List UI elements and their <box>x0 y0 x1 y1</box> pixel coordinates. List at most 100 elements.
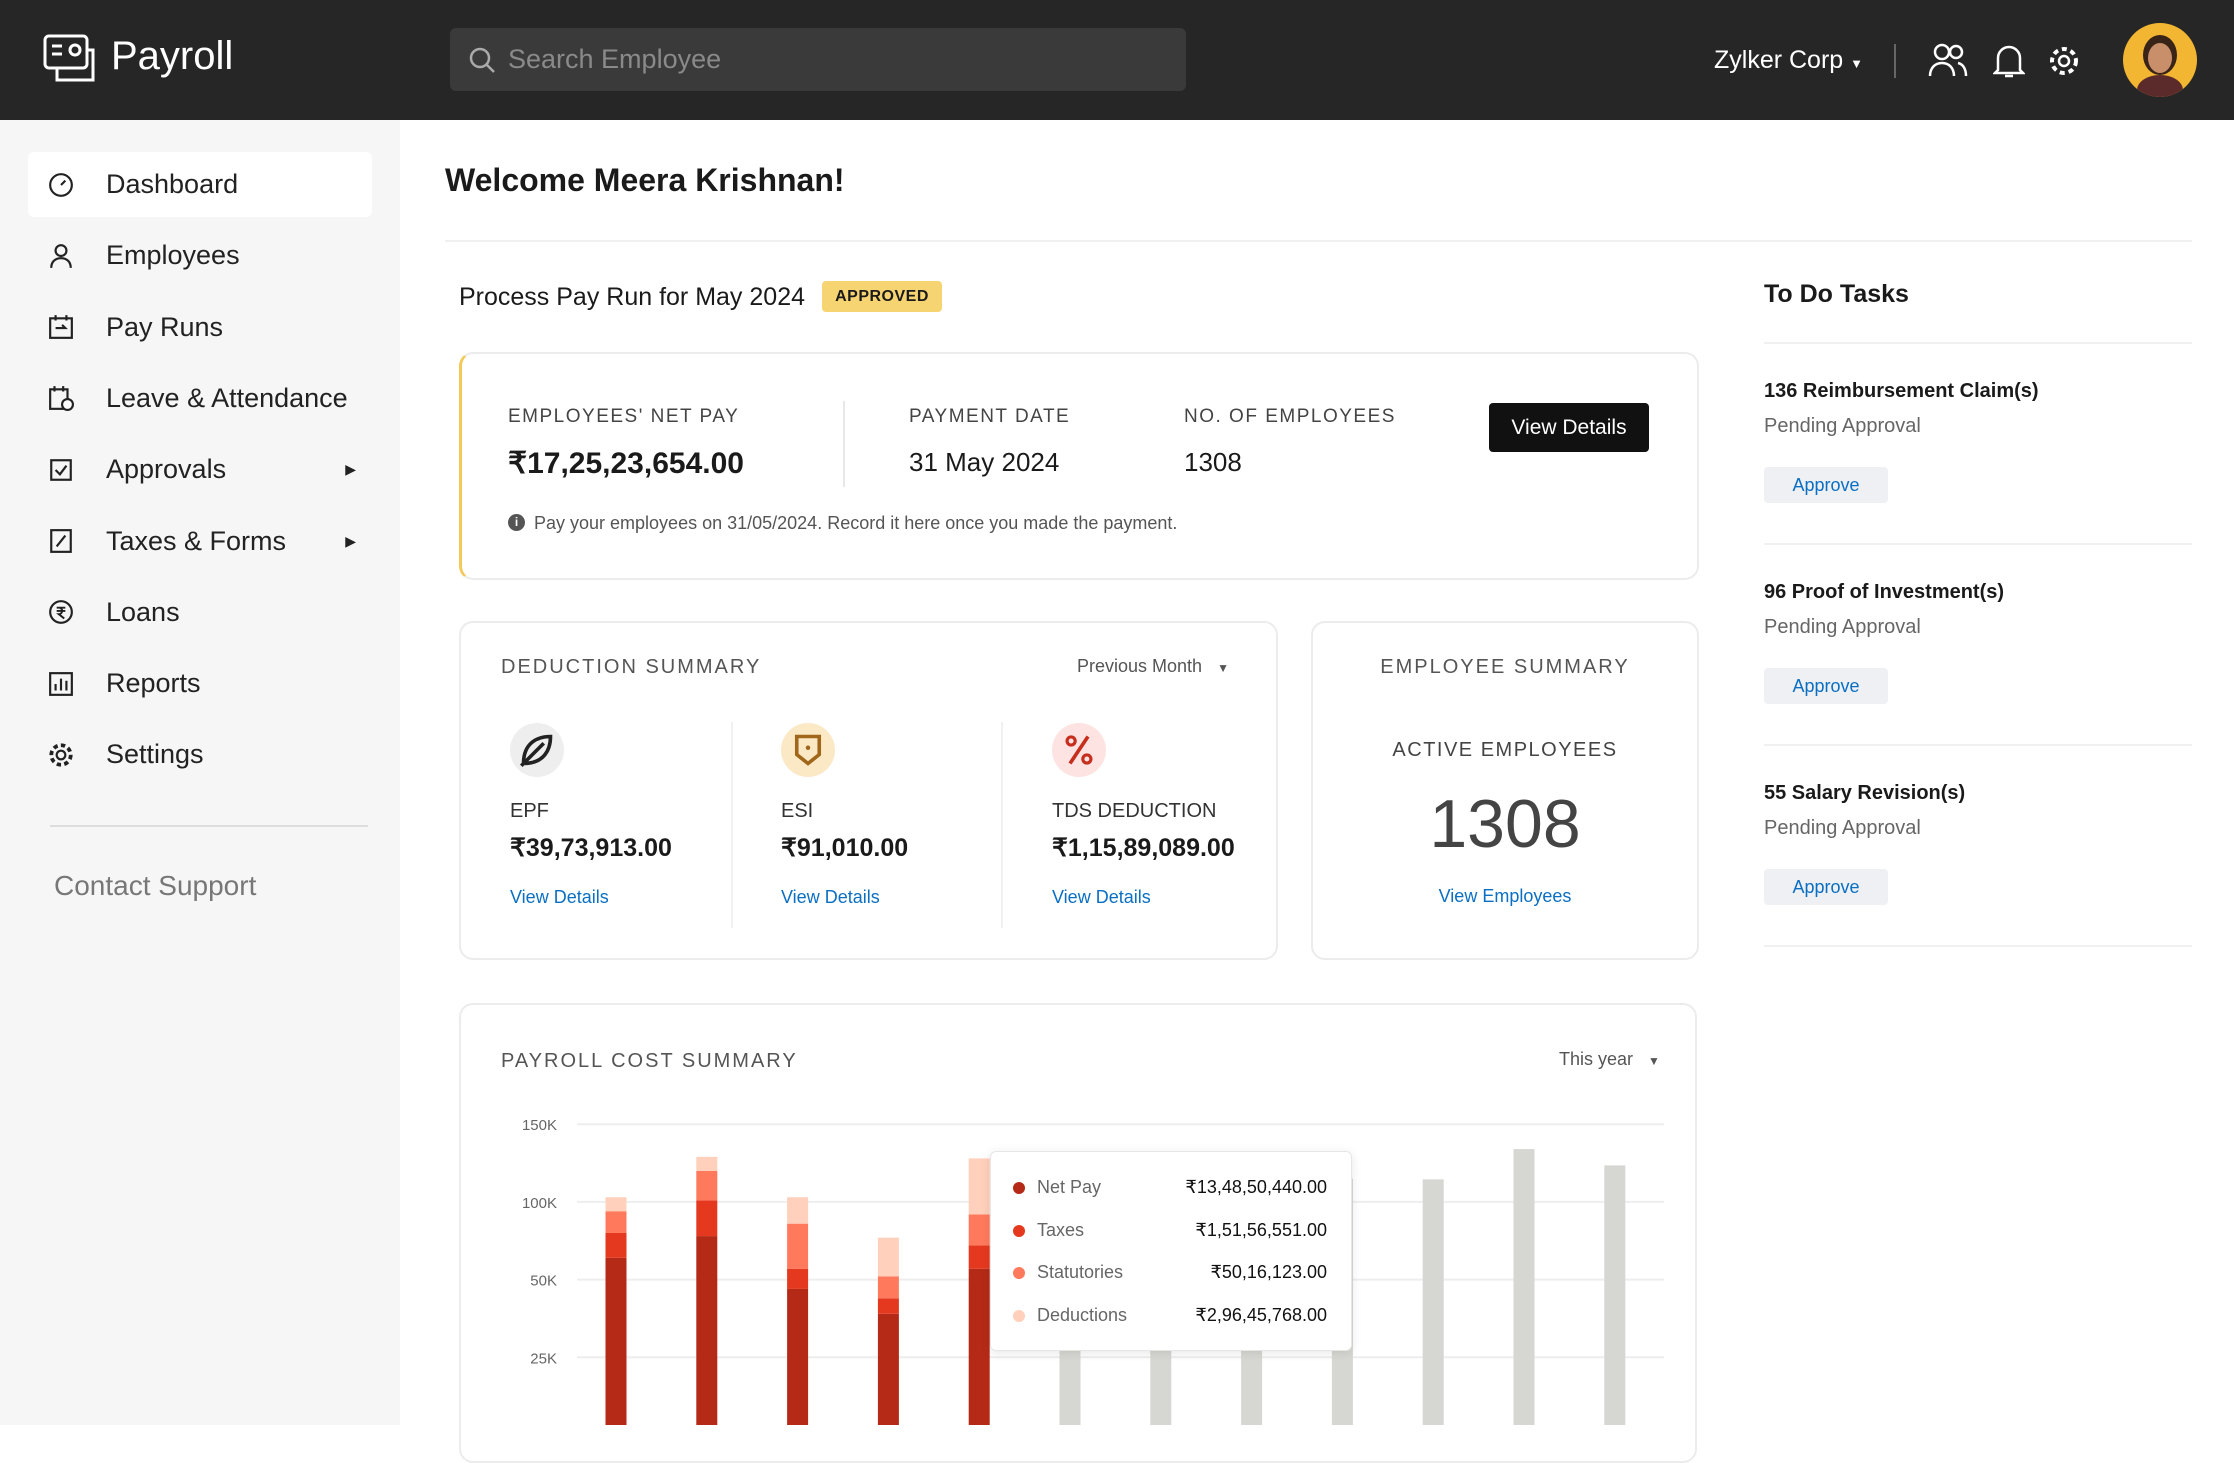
rupee-circle-icon <box>49 600 73 625</box>
bar-future[interactable] <box>1422 1179 1444 1425</box>
contact-support-link[interactable]: Contact Support <box>54 870 257 901</box>
search-input[interactable] <box>508 28 1168 91</box>
tax-form-icon <box>50 529 72 553</box>
tooltip-series-value: ₹50,16,123.00 <box>1210 1262 1327 1282</box>
sidebar-item-reports[interactable]: Reports <box>28 651 372 716</box>
bar-segment-statutories[interactable] <box>605 1211 627 1233</box>
todo-item-title: 55 Salary Revision(s) <box>1764 782 1966 804</box>
calendar-clock-icon <box>49 386 74 412</box>
sidebar-item-loans[interactable]: Loans <box>28 580 372 645</box>
bar-segment-net-pay[interactable] <box>877 1313 899 1425</box>
bar-segment-net-pay[interactable] <box>968 1268 990 1425</box>
y-tick-label: 150K <box>522 1117 557 1134</box>
approve-button[interactable]: Approve <box>1764 668 1888 704</box>
bar-segment-statutories[interactable] <box>696 1170 718 1201</box>
org-switcher[interactable]: Zylker Corp ▼ <box>1714 46 1863 75</box>
bar-segment-net-pay[interactable] <box>696 1236 718 1425</box>
info-icon: i <box>508 514 525 531</box>
payrun-card: EMPLOYEES' NET PAY ₹17,25,23,654.00 PAYM… <box>459 352 1699 580</box>
sidebar-item-approvals[interactable]: Approvals ▶ <box>28 437 372 502</box>
caret-right-icon: ▶ <box>345 532 356 549</box>
bar-segment-statutories[interactable] <box>968 1214 990 1246</box>
page-title: Welcome Meera Krishnan! <box>445 162 845 198</box>
org-name: Zylker Corp <box>1714 46 1844 74</box>
bar-segment-deductions[interactable] <box>787 1197 809 1224</box>
bar-segment-deductions[interactable] <box>968 1158 990 1215</box>
bar-segment-statutories[interactable] <box>877 1276 899 1299</box>
sidebar-item-leave-attendance[interactable]: Leave & Attendance <box>28 366 372 431</box>
bar-segment-taxes[interactable] <box>696 1200 718 1237</box>
tooltip-row: Deductions ₹2,96,45,768.00 <box>991 1303 1351 1329</box>
divider <box>1894 44 1896 78</box>
bar-segment-deductions[interactable] <box>696 1156 718 1171</box>
divider <box>843 401 845 487</box>
avatar[interactable] <box>2123 23 2197 97</box>
period-dropdown[interactable]: Previous Month ▼ <box>1077 656 1229 677</box>
tooltip-series-name: Statutories <box>1037 1262 1124 1282</box>
view-details-button[interactable]: View Details <box>1489 403 1649 452</box>
range-dropdown[interactable]: This year ▼ <box>1559 1049 1660 1070</box>
search-box[interactable] <box>450 28 1186 91</box>
bar-segment-taxes[interactable] <box>605 1232 627 1258</box>
legend-dot-icon <box>1013 1309 1025 1322</box>
sidebar-item-taxes-forms[interactable]: Taxes & Forms ▶ <box>28 509 372 574</box>
caret-down-icon: ▼ <box>1850 56 1864 71</box>
bar-segment-taxes[interactable] <box>877 1298 899 1314</box>
gear-icon[interactable] <box>2047 44 2081 78</box>
bar-segment-taxes[interactable] <box>968 1245 990 1269</box>
view-employees-link[interactable]: View Employees <box>1438 886 1572 906</box>
deduction-label: TDS DEDUCTION <box>1052 800 1217 822</box>
sidebar-item-employees[interactable]: Employees <box>28 223 372 288</box>
deduction-item: TDS DEDUCTION ₹1,15,89,089.00 View Detai… <box>1052 723 1302 943</box>
active-employees-label: ACTIVE EMPLOYEES <box>1392 739 1618 761</box>
divider <box>1001 722 1003 928</box>
employee-count-value: 1308 <box>1184 447 1242 477</box>
legend-dot-icon <box>1013 1182 1025 1194</box>
bar-segment-deductions[interactable] <box>877 1237 899 1277</box>
range-value: This year <box>1559 1049 1634 1069</box>
net-pay-value: ₹17,25,23,654.00 <box>508 447 744 480</box>
legend-dot-icon <box>1013 1267 1025 1279</box>
dashboard-icon <box>49 172 73 197</box>
bar-segment-statutories[interactable] <box>787 1223 809 1269</box>
bar-segment-net-pay[interactable] <box>787 1288 809 1425</box>
deduction-value: ₹91,010.00 <box>781 834 909 862</box>
deduction-value: ₹1,15,89,089.00 <box>1052 834 1235 862</box>
bell-icon[interactable] <box>1993 42 2025 80</box>
view-details-link[interactable]: View Details <box>510 887 609 907</box>
pay-runs-icon <box>49 315 73 340</box>
percent-icon <box>1052 723 1106 777</box>
divider <box>731 722 733 928</box>
view-details-link[interactable]: View Details <box>781 887 880 907</box>
bar-segment-taxes[interactable] <box>787 1268 809 1289</box>
sidebar-item-label: Pay Runs <box>106 311 224 342</box>
payroll-logo-icon <box>43 34 95 82</box>
net-pay-label: EMPLOYEES' NET PAY <box>508 406 740 427</box>
caret-right-icon: ▶ <box>345 461 356 478</box>
divider <box>1764 945 2192 947</box>
bar-segment-net-pay[interactable] <box>605 1257 627 1425</box>
sidebar-item-dashboard[interactable]: Dashboard <box>28 152 372 217</box>
users-icon[interactable] <box>1928 42 1968 78</box>
y-tick-label: 50K <box>530 1273 557 1290</box>
approve-button[interactable]: Approve <box>1764 467 1888 503</box>
sidebar-item-pay-runs[interactable]: Pay Runs <box>28 295 372 360</box>
payrun-note: Pay your employees on 31/05/2024. Record… <box>534 513 1178 533</box>
search-icon <box>469 47 495 73</box>
approve-button[interactable]: Approve <box>1764 869 1888 905</box>
chart-tooltip: Net Pay ₹13,48,50,440.00 Taxes ₹1,51,56,… <box>990 1151 1352 1351</box>
view-details-link[interactable]: View Details <box>1052 887 1151 907</box>
tooltip-series-value: ₹13,48,50,440.00 <box>1185 1177 1327 1197</box>
sidebar-item-label: Leave & Attendance <box>106 382 348 413</box>
bar-future[interactable] <box>1513 1149 1535 1425</box>
tooltip-row: Taxes ₹1,51,56,551.00 <box>991 1218 1351 1244</box>
bar-segment-deductions[interactable] <box>605 1197 627 1212</box>
deduction-summary-title: DEDUCTION SUMMARY <box>501 656 762 678</box>
checkbox-icon <box>50 458 72 481</box>
payment-date-value: 31 May 2024 <box>909 447 1060 477</box>
sidebar-item-settings[interactable]: Settings <box>28 722 372 787</box>
sidebar-item-label: Reports <box>106 668 201 699</box>
employee-count-label: NO. OF EMPLOYEES <box>1184 406 1396 427</box>
shield-icon <box>781 723 835 777</box>
bar-future[interactable] <box>1604 1165 1626 1425</box>
